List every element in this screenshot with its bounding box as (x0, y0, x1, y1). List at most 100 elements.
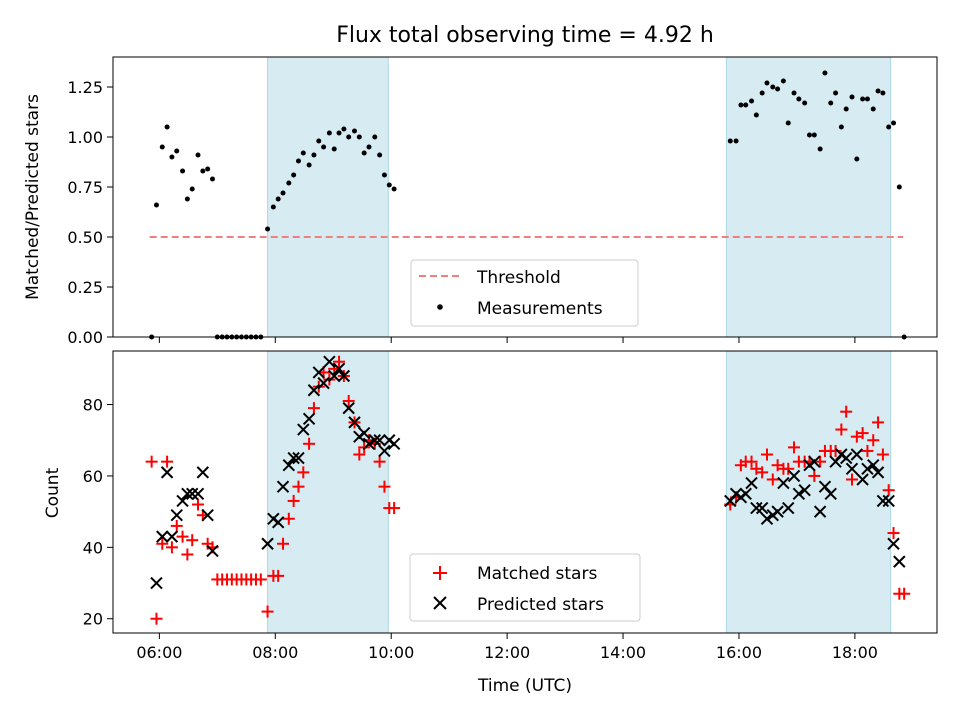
y-tick-label: 60 (83, 467, 103, 486)
measurement-point (180, 168, 186, 174)
predicted-stars-point (337, 369, 351, 383)
measurement-point (860, 96, 866, 102)
predicted-stars-point (871, 466, 885, 479)
matched-stars-point (867, 434, 880, 447)
matched-stars-point (861, 444, 874, 457)
matched-stars-point (835, 423, 848, 436)
measurement-point (169, 154, 175, 160)
matched-stars-point (876, 448, 889, 461)
matched-stars-point (272, 569, 285, 582)
measurement-point (791, 90, 797, 96)
measurement-point (870, 106, 876, 112)
measurement-point (775, 86, 781, 92)
predicted-stars-point (191, 487, 205, 500)
top-legend: Threshold Measurements (410, 259, 639, 327)
predicted-stars-point (792, 487, 806, 500)
measurement-point (833, 90, 839, 96)
measurement-point (184, 196, 190, 202)
measurement-point (386, 182, 392, 188)
bottom-panel-y-ticks: 20 40 60 80 (83, 396, 113, 629)
matched-stars-point (176, 530, 189, 543)
measurement-point (896, 184, 902, 190)
chart-title: Flux total observing time = 4.92 h (336, 23, 714, 48)
measurement-point (280, 190, 286, 196)
measurement-point (341, 126, 347, 132)
predicted-stars-point (782, 501, 795, 515)
measurement-point (854, 156, 860, 162)
matched-stars-point (145, 455, 158, 468)
matched-stars-point (297, 466, 310, 479)
top-legend-box (410, 259, 639, 327)
legend-predicted-swatch (433, 596, 447, 610)
matched-stars-point (277, 537, 290, 550)
bottom-legend: Matched stars Predicted stars (409, 553, 641, 622)
predicted-stars-point (206, 544, 219, 558)
measurement-point (291, 172, 297, 178)
measurement-point (817, 146, 823, 152)
matched-stars-point (307, 402, 320, 415)
measurement-point (377, 152, 383, 158)
predicted-stars-point (261, 537, 274, 550)
predicted-stars-point (307, 384, 321, 397)
matched-stars-point (378, 480, 391, 493)
predicted-stars-point (357, 426, 371, 440)
predicted-stars-point (373, 434, 386, 447)
measurement-point (361, 150, 367, 156)
legend-matched-label: Matched stars (477, 564, 597, 584)
predicted-stars-point (362, 437, 376, 451)
predicted-stars-point (745, 476, 758, 490)
predicted-stars-point (156, 530, 169, 543)
matched-stars-point (181, 548, 194, 561)
measurement-point (331, 146, 337, 152)
measurement-point (189, 186, 195, 192)
matched-stars-point (254, 573, 267, 586)
top-panel-x-ticks (158, 337, 856, 343)
matched-stars-point (882, 484, 895, 497)
measurement-point (891, 120, 897, 126)
matched-stars-point (766, 473, 779, 486)
y-tick-label: 20 (83, 610, 103, 629)
predicted-stars-point (378, 444, 391, 458)
matched-stars-point (756, 466, 769, 479)
matched-stars-point (353, 448, 366, 461)
legend-predicted-label: Predicted stars (477, 595, 604, 615)
measurement-point (265, 226, 271, 232)
legend-measurements-swatch (437, 304, 443, 310)
matched-stars-point (186, 534, 199, 547)
matched-stars-point (745, 455, 758, 468)
measurement-point (356, 134, 362, 140)
predicted-stars-point (297, 423, 310, 436)
predicted-stars-point (165, 530, 179, 543)
top-panel-frame (112, 56, 938, 338)
predicted-stars-point (798, 484, 811, 497)
measurement-point (311, 152, 317, 158)
predicted-stars-point (887, 537, 900, 550)
predicted-stars-point (312, 366, 325, 379)
predicted-stars-point (845, 462, 859, 476)
measurement-point (205, 166, 211, 172)
x-tick-label: 06:00 (136, 643, 182, 662)
measurement-point (366, 144, 372, 150)
measurement-point (275, 196, 281, 202)
bottom-panel-x-ticks: 06:00 08:00 10:00 12:00 14:00 16:00 18:00 (136, 633, 878, 662)
matched-stars-point (856, 427, 869, 440)
y-tick-label: 0.75 (67, 178, 103, 197)
matched-stars-point (292, 480, 305, 493)
measurement-point (164, 124, 170, 130)
predicted-stars-point (387, 437, 401, 451)
measurement-point (738, 102, 744, 108)
predicted-stars-point (271, 516, 285, 529)
matched-stars-point (282, 512, 295, 525)
predicted-stars-point (739, 487, 752, 500)
measurement-point (209, 176, 215, 182)
x-axis-label: Time (UTC) (477, 676, 572, 696)
measurement-point (822, 70, 828, 76)
measurement-point (391, 186, 397, 192)
measurement-point (295, 158, 301, 164)
matched-stars-point (342, 394, 355, 407)
measurement-point (759, 90, 765, 96)
predicted-stars-point (196, 466, 210, 479)
predicted-stars-point (170, 508, 183, 522)
matched-stars-point (872, 416, 885, 429)
